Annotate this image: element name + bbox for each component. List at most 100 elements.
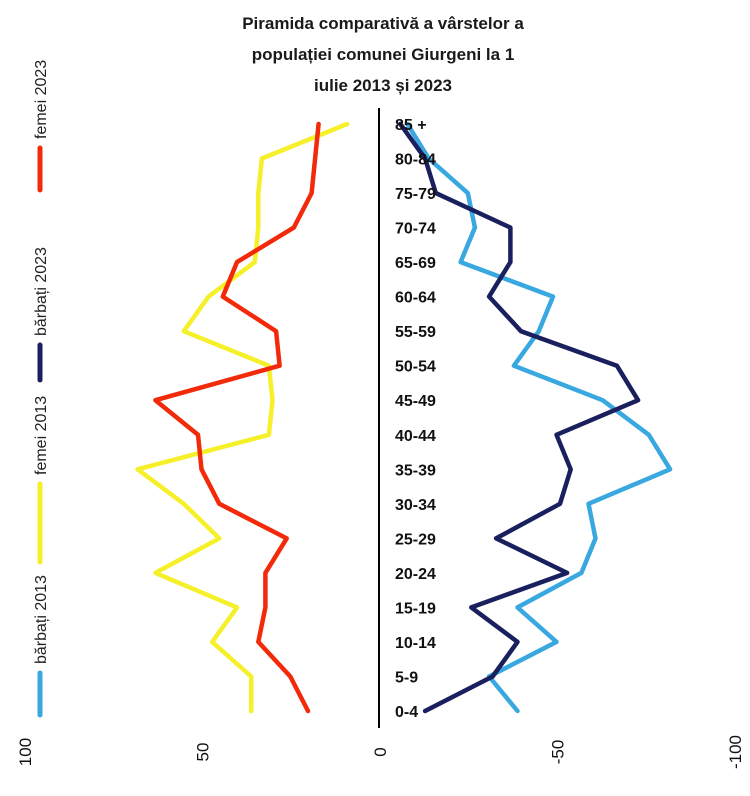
series-1-point xyxy=(271,398,274,402)
series-3-point xyxy=(196,433,200,437)
category-label: 20-24 xyxy=(395,566,436,583)
series-0-point xyxy=(473,226,477,230)
series-1-point xyxy=(267,433,271,437)
category-label: 65-69 xyxy=(395,255,436,272)
series-1-point xyxy=(217,536,221,540)
legend: bărbați 2013 femei 2013 bărbați 2023 femei … xyxy=(33,60,50,718)
series-2-point xyxy=(469,605,473,609)
series-0-point xyxy=(594,536,597,540)
category-labels: 0-4 5-9 10-14 15-19 20-24 25-29 30-34 35-39 40-4… xyxy=(395,117,436,721)
series-0-point xyxy=(551,295,555,299)
series-3-point xyxy=(153,398,157,402)
x-tick-label: -50 xyxy=(549,740,568,765)
category-label: 25-29 xyxy=(395,531,436,548)
series-1-point xyxy=(207,295,211,299)
series-1-point xyxy=(260,157,264,160)
series-3-point xyxy=(278,364,282,368)
series-0-point xyxy=(579,571,583,575)
category-label: 15-19 xyxy=(395,600,436,617)
series-3-point xyxy=(200,467,203,471)
x-axis-ticks: 100 50 0 -50 -100 xyxy=(16,735,745,769)
series-2-point xyxy=(423,157,427,160)
series-2-point xyxy=(434,191,438,195)
series-0-point xyxy=(466,191,470,195)
series-0-point xyxy=(516,605,519,609)
series-2-point xyxy=(636,398,640,402)
series-3-point xyxy=(221,295,225,299)
series-2-point xyxy=(569,467,573,471)
x-tick-label: 100 xyxy=(16,738,35,766)
series-3-point xyxy=(263,605,267,609)
category-label: 70-74 xyxy=(395,221,436,238)
series-1-point xyxy=(136,467,140,471)
category-label: 40-44 xyxy=(395,428,436,445)
category-label: 55-59 xyxy=(395,324,436,341)
series-1-point xyxy=(153,571,157,575)
series-2-point xyxy=(519,329,523,333)
series-line-1 xyxy=(135,121,350,714)
series-0-point xyxy=(647,433,651,437)
category-label: 0-4 xyxy=(395,704,418,721)
legend-label: femei 2023 xyxy=(33,60,50,139)
series-2-point xyxy=(555,433,558,437)
series-2-point xyxy=(558,502,562,506)
series-2-point xyxy=(487,295,491,299)
series-0-point xyxy=(459,260,463,264)
series-3-point xyxy=(256,640,260,644)
series-2-point xyxy=(516,640,519,644)
series-1-point xyxy=(253,260,257,264)
category-label: 80-84 xyxy=(395,152,436,169)
series-1-point xyxy=(210,640,214,644)
category-label: 30-34 xyxy=(395,497,436,514)
series-3-point xyxy=(310,191,314,195)
category-label: 75-79 xyxy=(395,186,436,203)
series-0-point xyxy=(516,709,519,713)
series-3-point xyxy=(317,122,321,126)
series-2-point xyxy=(423,709,427,713)
chart-title-line-1: Piramida comparativă a vârstelor a xyxy=(242,14,524,33)
series-2-point xyxy=(508,226,512,230)
series-3-point xyxy=(288,675,292,678)
series-1-point xyxy=(256,191,260,195)
series-3-point xyxy=(274,329,278,333)
series-2-point xyxy=(615,364,619,368)
x-tick-label: -100 xyxy=(726,735,745,769)
series-line-3 xyxy=(153,121,321,714)
series-1-point xyxy=(249,675,253,678)
series-3-point xyxy=(292,226,296,230)
series-1-point xyxy=(182,329,186,333)
series-2-point xyxy=(508,260,512,264)
category-label: 35-39 xyxy=(395,462,436,479)
series-1-point xyxy=(249,709,253,713)
series-3-point xyxy=(306,709,310,713)
chart-title-line-3: iulie 2013 și 2023 xyxy=(314,76,452,95)
series-layer xyxy=(135,121,673,714)
category-label: 60-64 xyxy=(395,290,436,307)
series-0-point xyxy=(512,364,516,368)
category-label: 5-9 xyxy=(395,670,418,687)
series-2-point xyxy=(494,536,498,540)
series-3-point xyxy=(285,536,289,540)
category-label: 50-54 xyxy=(395,359,436,376)
category-label: 85 + xyxy=(395,117,427,134)
series-3-point xyxy=(235,260,239,264)
x-tick-label: 50 xyxy=(194,743,213,762)
series-1-point xyxy=(256,226,260,230)
category-label: 45-49 xyxy=(395,393,436,410)
series-0-point xyxy=(555,640,558,644)
category-label: 10-14 xyxy=(395,635,436,652)
series-2-point xyxy=(491,675,495,678)
series-0-point xyxy=(427,157,431,160)
series-2-point xyxy=(398,122,402,126)
series-0-point xyxy=(601,398,605,402)
series-0-point xyxy=(587,502,590,506)
series-3-point xyxy=(263,571,267,575)
chart-title-line-2: populației comunei Giurgeni la 1 xyxy=(252,45,515,64)
series-2-point xyxy=(565,571,569,575)
series-line-0 xyxy=(405,121,673,714)
series-3-point xyxy=(217,502,221,506)
series-0-point xyxy=(537,329,541,333)
chart-title: Piramida comparativă a vârstelor a popul… xyxy=(242,14,524,95)
series-line-2 xyxy=(398,121,641,714)
